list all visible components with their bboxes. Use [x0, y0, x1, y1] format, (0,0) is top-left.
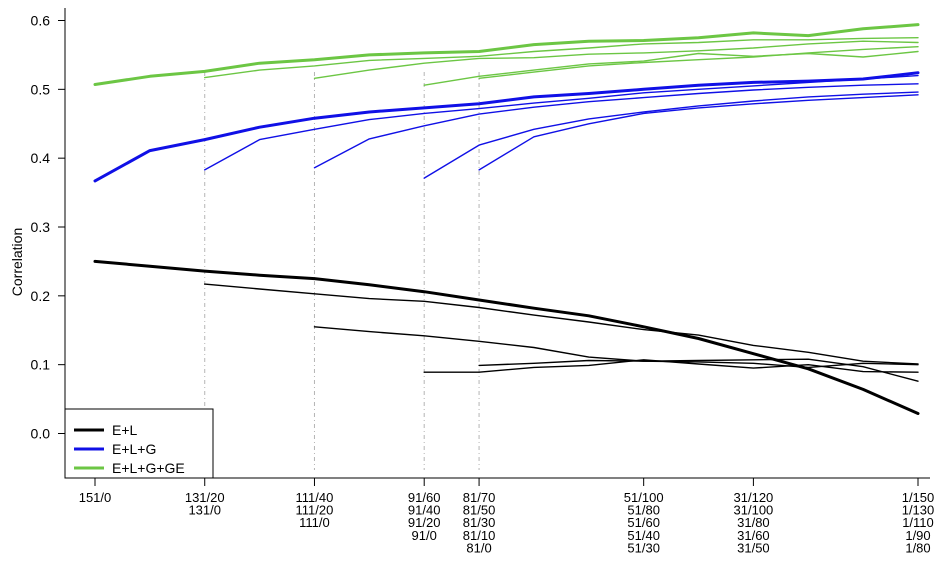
x-tick-label: 51/60	[627, 515, 660, 530]
series-line-e-l-g-ge	[478, 46, 919, 80]
x-tick-label: 81/50	[463, 503, 496, 518]
x-tick-label: 1/130	[902, 503, 935, 518]
x-tick-label: 31/60	[737, 528, 770, 543]
series-lines	[93, 23, 920, 415]
x-tick-label: 91/40	[408, 503, 441, 518]
x-tick-label: 91/20	[408, 515, 441, 530]
legend-label: E+L+G+GE	[112, 460, 185, 476]
y-tick-label: 0.2	[31, 288, 51, 304]
x-tick-label: 111/0	[299, 515, 330, 530]
x-tick-label: 31/80	[737, 515, 770, 530]
x-tick-label: 81/70	[463, 490, 496, 505]
y-tick-label: 0.0	[31, 426, 51, 442]
x-tick-label: 81/10	[463, 528, 496, 543]
x-tick-label: 31/120	[734, 490, 774, 505]
y-tick-label: 0.1	[31, 357, 51, 373]
y-tick-label: 0.3	[31, 219, 51, 235]
x-tick-label: 51/100	[624, 490, 664, 505]
series-line-e-l-g-ge	[423, 50, 919, 86]
x-tick-label: 31/50	[737, 540, 770, 555]
x-tick-label: 81/30	[463, 515, 496, 530]
series-line-e-l-g-ge	[313, 40, 919, 80]
legend-label: E+L+G	[112, 441, 156, 457]
x-tick-label: 131/20	[185, 490, 225, 505]
x-tick-label: 91/60	[408, 490, 441, 505]
x-tick-label: 81/0	[466, 540, 491, 555]
series-line-e-l-g	[313, 83, 919, 169]
series-line-e-l	[203, 283, 919, 365]
series-line-e-l	[313, 326, 919, 382]
series-line-e-l-bold	[93, 259, 920, 415]
x-tick-label: 1/90	[905, 528, 930, 543]
y-tick-label: 0.4	[31, 150, 51, 166]
x-tick-label: 151/0	[79, 490, 112, 505]
x-tick-label: 1/150	[902, 490, 935, 505]
x-tick-label: 1/110	[902, 515, 934, 530]
y-tick-label: 0.6	[31, 13, 51, 29]
series-line-e-l	[478, 359, 919, 369]
legend-label: E+L	[112, 422, 138, 438]
series-line-e-l-g-bold	[93, 71, 920, 183]
x-tick-label: 111/20	[296, 503, 334, 518]
series-line-e-l-g-ge	[203, 37, 919, 79]
y-tick-label: 0.5	[31, 81, 51, 97]
series-line-e-l-g	[203, 74, 919, 171]
series-line-e-l-g	[423, 91, 919, 179]
x-tick-label: 111/40	[296, 490, 334, 505]
x-tick-label: 131/0	[188, 503, 221, 518]
x-tick-label: 31/100	[734, 503, 774, 518]
series-line-e-l-g	[478, 94, 919, 171]
legend: E+L E+L+G E+L+G+GE	[64, 408, 214, 479]
series-line-e-l-g-ge-bold	[93, 23, 920, 86]
y-axis-label: Correlation	[9, 228, 25, 296]
x-tick-label: 51/30	[627, 540, 660, 555]
x-tick-label: 51/40	[627, 528, 660, 543]
x-tick-label: 51/80	[627, 503, 660, 518]
x-tick-label: 91/0	[412, 528, 437, 543]
x-tick-label: 1/80	[905, 540, 930, 555]
